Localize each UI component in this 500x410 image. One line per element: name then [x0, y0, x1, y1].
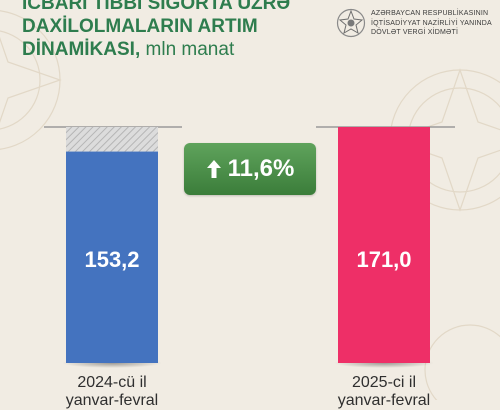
bar-remainder-0: [66, 127, 158, 152]
agency-name: AZƏRBAYCAN RESPUBLİKASININ İQTİSADİYYAT …: [371, 9, 498, 38]
x-tick-label-1-line-2: yanvar-fevral: [337, 392, 431, 409]
page-title: İCBARİ TİBBİ SIĞORTA ÜZRƏ DAXİLOLMALARIN…: [22, 0, 322, 61]
x-tick-label-1-line-1: 2025-ci il: [351, 374, 417, 391]
growth-badge: 11,6%: [184, 143, 316, 195]
bar-value-label-0: 153,2: [84, 247, 139, 272]
x-tick-label-0-line-2: yanvar-fevral: [65, 392, 159, 409]
x-tick-label-0: 2024-cü il yanvar-fevral: [42, 374, 182, 410]
value-labels-group: 153,2 171,0: [84, 247, 411, 272]
title-unit: mln manat: [145, 39, 235, 60]
bars-group: [44, 126, 455, 368]
x-tick-label-0-line-1: 2024-cü il: [77, 374, 147, 391]
title-line-3: DİNAMİKASI, mln manat: [22, 38, 322, 61]
bar-value-label-1: 171,0: [356, 247, 411, 272]
agency-line-1: AZƏRBAYCAN RESPUBLİKASININ: [371, 10, 489, 17]
arrow-up-icon: [206, 160, 221, 178]
agency-line-2: İQTİSADİYYAT NAZİRLİYİ YANINDA: [371, 19, 492, 27]
growth-percent: 11,6%: [227, 155, 295, 182]
agency-logo: AZƏRBAYCAN RESPUBLİKASININ İQTİSADİYYAT …: [336, 6, 498, 40]
state-emblem-icon: [336, 8, 366, 38]
title-line-2: DAXİLOLMALARIN ARTIM: [22, 16, 258, 37]
title-line-3-text: DİNAMİKASI,: [22, 39, 141, 60]
title-line-1: İCBARİ TİBBİ SIĞORTA ÜZRƏ: [22, 0, 291, 14]
bar-0: [66, 151, 158, 363]
x-tick-label-1: 2025-ci il yanvar-fevral: [314, 374, 454, 410]
bar-chart: 153,2 171,0: [44, 126, 455, 368]
agency-line-3: DÖVLƏT VERGİ XİDMƏTİ: [371, 29, 459, 36]
bar-1: [338, 127, 430, 363]
